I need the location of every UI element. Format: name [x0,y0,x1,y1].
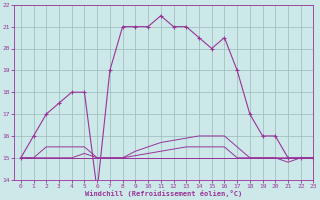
X-axis label: Windchill (Refroidissement éolien,°C): Windchill (Refroidissement éolien,°C) [85,190,243,197]
